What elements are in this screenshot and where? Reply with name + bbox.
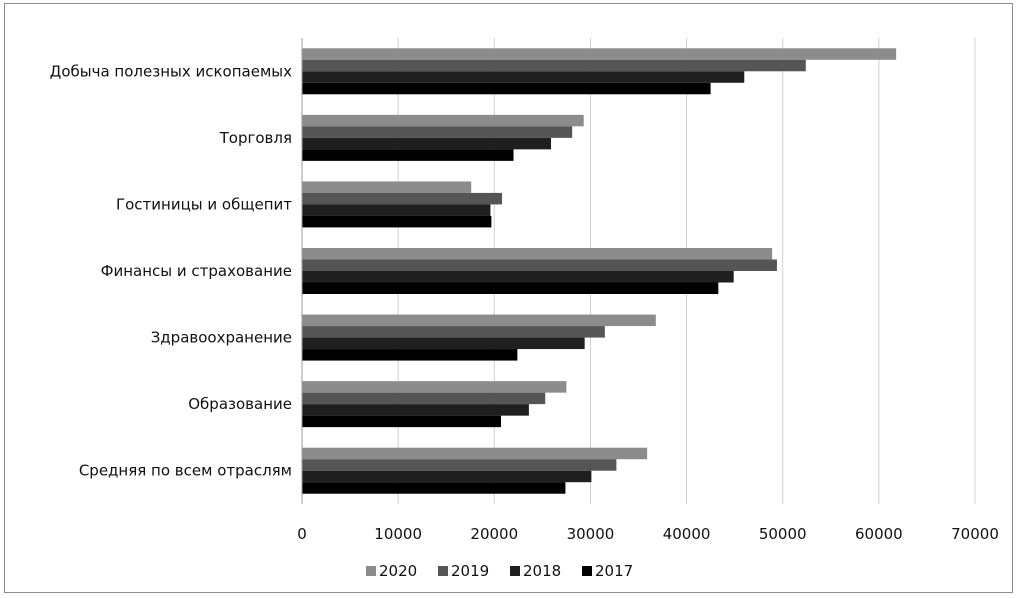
bar-2018 [302, 271, 734, 283]
legend-swatch-2019 [438, 566, 448, 576]
bar-2019 [302, 459, 617, 471]
bar-2019 [302, 59, 806, 72]
category-label: Финансы и страхование [101, 262, 292, 280]
bar-2018 [302, 204, 491, 216]
legend-label-2019: 2019 [451, 562, 489, 580]
category-label: Средняя по всем отраслям [79, 462, 292, 480]
bar-2017 [302, 282, 719, 294]
bar-2020 [302, 114, 584, 127]
category-label: Торговля [219, 129, 292, 147]
x-tick-label: 30000 [567, 525, 615, 543]
bar-2020 [302, 381, 567, 393]
bar-2020 [302, 181, 472, 193]
legend-label-2017: 2017 [595, 562, 633, 580]
x-tick-label: 0 [297, 525, 307, 543]
bar-2019 [302, 259, 777, 271]
bar-2017 [302, 82, 711, 95]
legend-swatch-2018 [510, 566, 520, 576]
bar-2019 [302, 326, 605, 338]
x-tick-label: 20000 [470, 525, 518, 543]
x-tick-label: 10000 [374, 525, 422, 543]
bar-2017 [302, 215, 492, 228]
bar-2020 [302, 447, 648, 460]
bar-2020 [302, 48, 897, 60]
legend-swatch-2017 [582, 566, 592, 576]
category-label: Здравоохранение [151, 329, 292, 347]
bar-2017 [302, 482, 566, 494]
legend: 2020 2019 2018 2017 [366, 562, 633, 580]
x-tick-label: 50000 [759, 525, 807, 543]
x-tick-labels: 0 10000 20000 30000 40000 50000 60000 70000 [297, 525, 999, 543]
bar-2017 [302, 349, 518, 361]
bar-2018 [302, 404, 529, 416]
bar-2018 [302, 137, 552, 150]
bar-2019 [302, 192, 502, 205]
x-tick-label: 70000 [951, 525, 999, 543]
bar-2018 [302, 470, 592, 483]
bar-2017 [302, 415, 502, 428]
bar-chart: Добыча полезных ископаемых Торговля Гостин… [50, 38, 999, 580]
category-label: Добыча полезных ископаемых [50, 62, 293, 80]
legend-label-2020: 2020 [379, 562, 417, 580]
x-tick-label: 40000 [663, 525, 711, 543]
bar-2020 [302, 248, 773, 260]
bar-2020 [302, 314, 656, 327]
bar-2018 [302, 71, 745, 83]
legend-label-2018: 2018 [523, 562, 561, 580]
bars [302, 48, 897, 494]
x-tick-label: 60000 [855, 525, 903, 543]
bar-2019 [302, 126, 573, 138]
category-label: Гостиницы и общепит [116, 195, 292, 213]
bar-2018 [302, 337, 585, 350]
category-labels: Добыча полезных ископаемых Торговля Гостин… [50, 62, 293, 479]
legend-swatch-2020 [366, 566, 376, 576]
category-label: Образование [188, 395, 292, 413]
chart-frame: Добыча полезных ископаемых Торговля Гостин… [4, 3, 1013, 593]
bar-2017 [302, 149, 514, 161]
bar-2019 [302, 392, 546, 405]
